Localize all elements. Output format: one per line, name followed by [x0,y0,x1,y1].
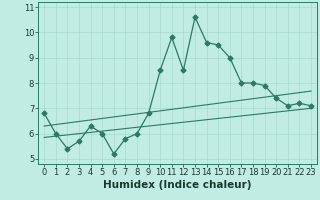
X-axis label: Humidex (Indice chaleur): Humidex (Indice chaleur) [103,180,252,190]
